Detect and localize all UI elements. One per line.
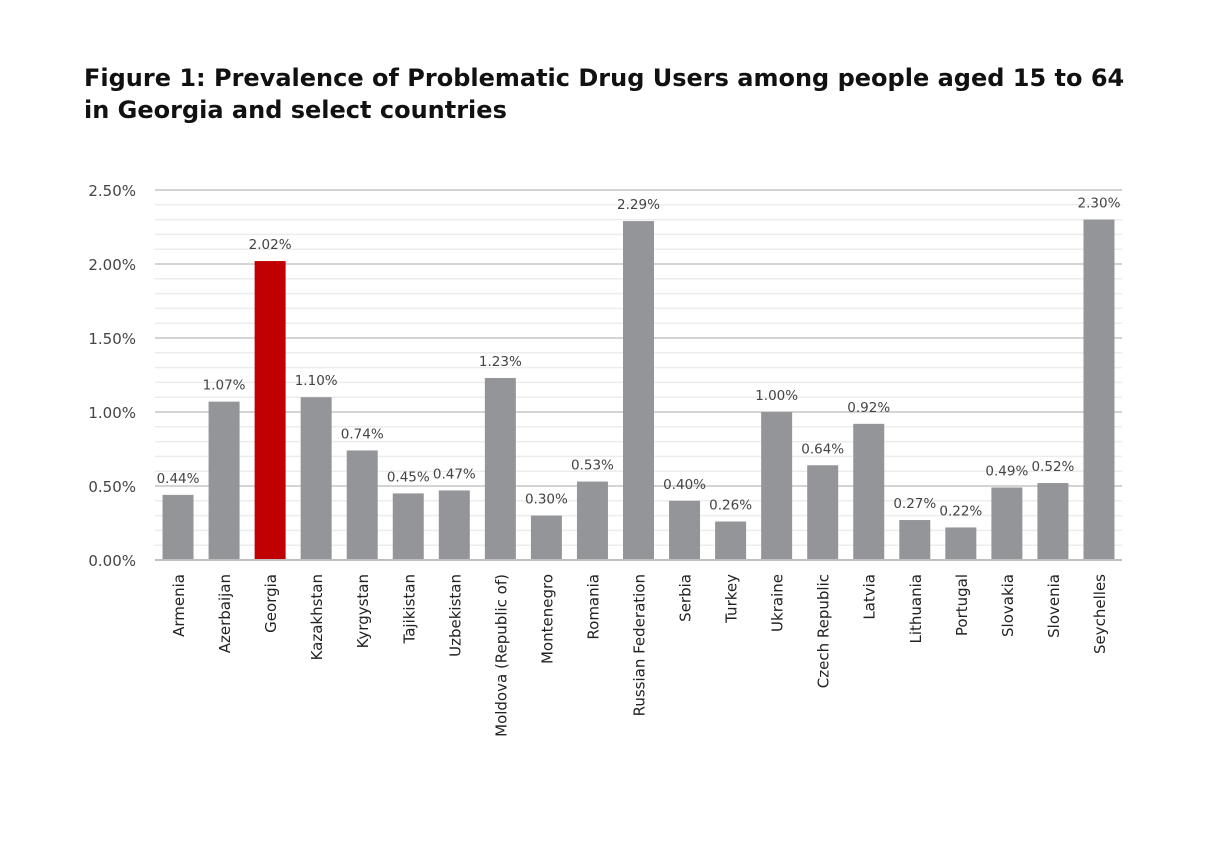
data-label: 1.23% (479, 354, 522, 370)
x-tick-label: Kyrgystan (354, 574, 372, 648)
y-tick-label: 1.00% (88, 404, 136, 422)
data-label: 2.29% (617, 197, 660, 213)
bar (254, 261, 286, 560)
x-tick-label: Lithuania (907, 574, 925, 643)
x-tick-label: Georgia (262, 574, 280, 633)
data-label: 1.00% (755, 388, 798, 404)
data-label: 0.27% (893, 496, 936, 512)
bar (945, 527, 977, 560)
x-tick-label: Turkey (723, 574, 741, 624)
y-tick-label: 1.50% (88, 330, 136, 348)
data-label: 0.30% (525, 492, 568, 508)
bar (899, 520, 931, 560)
y-tick-label: 2.00% (88, 256, 136, 274)
bar (484, 377, 516, 560)
x-tick-label: Romania (584, 574, 602, 640)
bar (807, 465, 839, 560)
bar (438, 490, 470, 560)
bar (392, 493, 424, 560)
x-tick-label: Kazakhstan (308, 574, 326, 660)
data-label: 2.02% (249, 237, 292, 253)
y-tick-label: 0.00% (88, 552, 136, 570)
bar (623, 221, 654, 560)
bar (853, 423, 885, 560)
bar (1083, 219, 1115, 560)
x-tick-label: Portugal (953, 574, 971, 636)
y-tick-label: 0.50% (88, 478, 136, 496)
data-label: 1.07% (203, 378, 246, 394)
x-tick-label: Russian Federation (631, 574, 649, 716)
x-tick-label: Slovakia (999, 574, 1017, 637)
title-line-2: in Georgia and select countries (84, 96, 507, 124)
x-tick-label: Czech Republic (815, 574, 833, 688)
x-tick-label: Armenia (170, 574, 188, 637)
x-tick-label: Serbia (677, 574, 695, 622)
data-label: 0.52% (1031, 459, 1074, 475)
x-tick-label: Slovenia (1045, 574, 1063, 638)
data-label: 0.22% (939, 503, 982, 519)
data-label: 0.45% (387, 469, 430, 485)
bar (1037, 483, 1069, 560)
data-label: 0.49% (985, 463, 1028, 479)
bar (715, 521, 747, 560)
bar (991, 487, 1023, 560)
bar (530, 515, 562, 560)
data-label: 0.64% (801, 441, 844, 457)
title-line-1: Figure 1: Prevalence of Problematic Drug… (84, 64, 1125, 92)
bar (208, 401, 240, 560)
x-tick-label: Latvia (861, 574, 879, 620)
bar (346, 450, 378, 560)
x-tick-label: Ukraine (769, 574, 787, 632)
data-label: 0.74% (341, 426, 384, 442)
data-label: 0.26% (709, 498, 752, 514)
x-tick-label: Tajikistan (400, 574, 418, 644)
data-label: 0.40% (663, 477, 706, 493)
x-tick-label: Seychelles (1091, 574, 1109, 654)
x-tick-label: Montenegro (538, 574, 556, 664)
bar (300, 397, 332, 560)
y-tick-label: 2.50% (88, 182, 136, 200)
data-label: 2.30% (1078, 196, 1121, 212)
data-label: 0.44% (157, 471, 200, 487)
chart-title: Figure 1: Prevalence of Problematic Drug… (84, 62, 1124, 126)
bar (162, 494, 194, 560)
x-tick-label: Moldova (Republic of) (492, 574, 510, 737)
bar (576, 481, 608, 560)
x-tick-label: Uzbekistan (446, 574, 464, 657)
data-label: 1.10% (295, 373, 338, 389)
x-tick-label: Azerbaijan (216, 574, 234, 653)
data-label: 0.53% (571, 458, 614, 474)
bar (669, 500, 701, 560)
data-label: 0.92% (847, 400, 890, 416)
bar (761, 412, 793, 560)
data-label: 0.47% (433, 466, 476, 482)
